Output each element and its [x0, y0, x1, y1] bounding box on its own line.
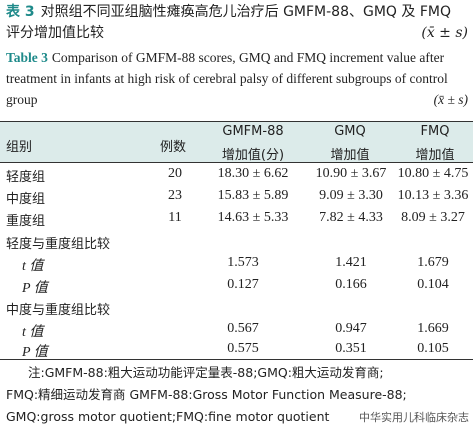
p-value-gmq: 0.166 [335, 277, 367, 292]
p-label: P 值 [22, 345, 48, 360]
row-group: 重度组 [6, 214, 46, 229]
p-value-gmfm: 0.575 [227, 341, 259, 356]
caption-en-stat: (x̄ ± s) [433, 92, 468, 107]
row-count: 23 [168, 188, 182, 203]
caption-chinese: 表 3 对照组不同亚组脑性瘫痪高危儿治疗后 GMFM-88、GMQ 及 FMQ 评… [6, 2, 468, 44]
header-fmq-top: FMQ [420, 124, 450, 139]
row-count: 11 [168, 210, 182, 225]
t-value-fmq: 1.679 [417, 255, 449, 270]
row-gmfm: 18.30 ± 6.62 [217, 166, 289, 181]
row-gmfm: 15.83 ± 5.89 [217, 188, 289, 203]
caption-cn-text: 对照组不同亚组脑性瘫痪高危儿治疗后 GMFM-88、GMQ 及 FMQ 评分增加… [6, 4, 451, 41]
caption-english: Table 3 Comparison of GMFM-88 scores, GMQ… [6, 47, 468, 110]
table-footnote: 注:GMFM-88:粗大运动功能评定量表-88;GMQ:粗大运动发育商; FMQ… [6, 362, 468, 428]
footnote-line: 注:GMFM-88:粗大运动功能评定量表-88;GMQ:粗大运动发育商; [28, 365, 384, 380]
header-gmq-top: GMQ [334, 124, 366, 139]
row-gmq: 9.09 ± 3.30 [319, 188, 383, 203]
table-top-rule [0, 121, 473, 122]
header-gmfm-top: GMFM-88 [222, 124, 284, 139]
journal-watermark: 中华实用儿科临床杂志 [359, 409, 469, 425]
table-header-rule [0, 162, 473, 163]
comparison-title: 轻度与重度组比较 [6, 237, 111, 252]
row-fmq: 10.80 ± 4.75 [397, 166, 469, 181]
row-gmfm: 14.63 ± 5.33 [217, 210, 289, 225]
row-group: 中度组 [6, 192, 46, 207]
caption-en-text: Comparison of GMFM-88 scores, GMQ and FM… [6, 50, 448, 107]
row-count: 20 [168, 166, 182, 181]
row-fmq: 10.13 ± 3.36 [397, 188, 469, 203]
header-gmq-bottom: 增加值 [330, 148, 370, 163]
table-label-en: Table 3 [6, 50, 48, 65]
footnote-line: GMQ:gross motor quotient;FMQ:fine motor … [6, 409, 330, 424]
table-label-cn: 表 3 [6, 4, 35, 20]
row-gmq: 7.82 ± 4.33 [319, 210, 383, 225]
header-gmfm-bottom: 增加值(分) [221, 148, 285, 163]
header-fmq-bottom: 增加值 [415, 148, 455, 163]
table-bottom-rule [0, 359, 473, 360]
row-fmq: 8.09 ± 3.27 [401, 210, 465, 225]
table-header-band [0, 122, 473, 162]
t-value-gmfm: 1.573 [227, 255, 259, 270]
t-value-gmfm: 0.567 [227, 321, 259, 336]
t-value-gmq: 1.421 [335, 255, 367, 270]
header-group: 组别 [6, 140, 33, 155]
comparison-title: 中度与重度组比较 [6, 303, 111, 318]
t-value-fmq: 1.669 [417, 321, 449, 336]
header-count: 例数 [160, 140, 187, 155]
row-group: 轻度组 [6, 170, 46, 185]
p-label: P 值 [22, 281, 48, 296]
t-value-gmq: 0.947 [335, 321, 367, 336]
p-value-fmq: 0.105 [417, 341, 449, 356]
p-value-gmq: 0.351 [335, 341, 367, 356]
caption-cn-stat: (x̄ ± s) [421, 25, 468, 41]
t-label: t 值 [22, 325, 44, 340]
row-gmq: 10.90 ± 3.67 [315, 166, 387, 181]
t-label: t 值 [22, 259, 44, 274]
footnote-line: FMQ:精细运动发育商 GMFM-88:Gross Motor Function… [6, 387, 407, 402]
p-value-gmfm: 0.127 [227, 277, 259, 292]
p-value-fmq: 0.104 [417, 277, 449, 292]
